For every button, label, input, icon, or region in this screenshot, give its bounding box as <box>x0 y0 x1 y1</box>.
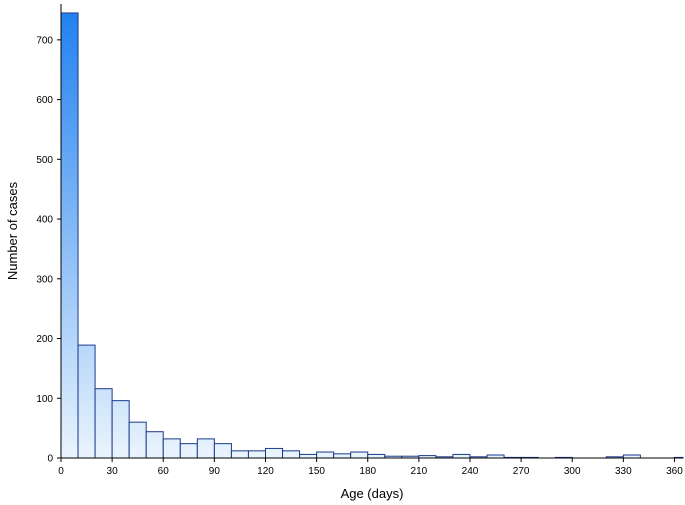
histogram-bar <box>350 451 369 459</box>
x-tick-label: 150 <box>308 466 325 477</box>
histogram-bar <box>316 451 335 459</box>
histogram-bar <box>111 400 130 459</box>
x-axis-ticks: 0 30 60 90 120 150 180 210 240 270 300 330 360 <box>58 458 683 477</box>
histogram-bar <box>264 447 284 459</box>
y-tick-label: 200 <box>36 334 53 345</box>
histogram-bar <box>128 421 147 459</box>
y-tick-label: 600 <box>36 95 53 106</box>
x-tick-label: 60 <box>158 466 170 477</box>
y-axis-ticks: 0 100 200 300 400 500 600 700 <box>36 35 61 465</box>
x-tick-label: 240 <box>462 466 479 477</box>
x-axis-title: Age (days) <box>341 486 404 501</box>
histogram-bar <box>230 450 249 459</box>
x-tick-label: 120 <box>257 466 274 477</box>
histogram-bar <box>299 453 318 459</box>
y-axis-title: Number of cases <box>5 181 20 280</box>
y-tick-label: 0 <box>47 454 53 465</box>
histogram-bar <box>247 450 266 459</box>
histogram-bar <box>452 453 471 459</box>
histogram-bar <box>179 443 198 459</box>
y-tick-label: 700 <box>36 35 53 46</box>
x-tick-label: 330 <box>615 466 632 477</box>
x-tick-label: 30 <box>107 466 119 477</box>
x-tick-label: 270 <box>513 466 530 477</box>
x-tick-label: 180 <box>359 466 376 477</box>
x-tick-label: 360 <box>666 466 683 477</box>
histogram-bar <box>94 388 113 459</box>
histogram-bar <box>145 431 164 459</box>
histogram-bar <box>196 438 215 459</box>
y-tick-label: 300 <box>36 274 53 285</box>
histogram-bar <box>367 453 386 459</box>
y-tick-label: 100 <box>36 394 53 405</box>
histogram-bar <box>213 443 232 459</box>
histogram-bar <box>77 344 96 459</box>
histogram-bar <box>162 438 181 459</box>
x-tick-label: 0 <box>58 466 64 477</box>
x-tick-label: 90 <box>209 466 221 477</box>
histogram-bar <box>282 450 301 459</box>
histogram-bar <box>60 12 79 459</box>
histogram-bar <box>333 453 352 459</box>
bars-group <box>60 12 684 459</box>
y-tick-label: 400 <box>36 215 53 226</box>
y-tick-label: 500 <box>36 155 53 166</box>
x-tick-label: 300 <box>564 466 581 477</box>
x-tick-label: 210 <box>411 466 428 477</box>
